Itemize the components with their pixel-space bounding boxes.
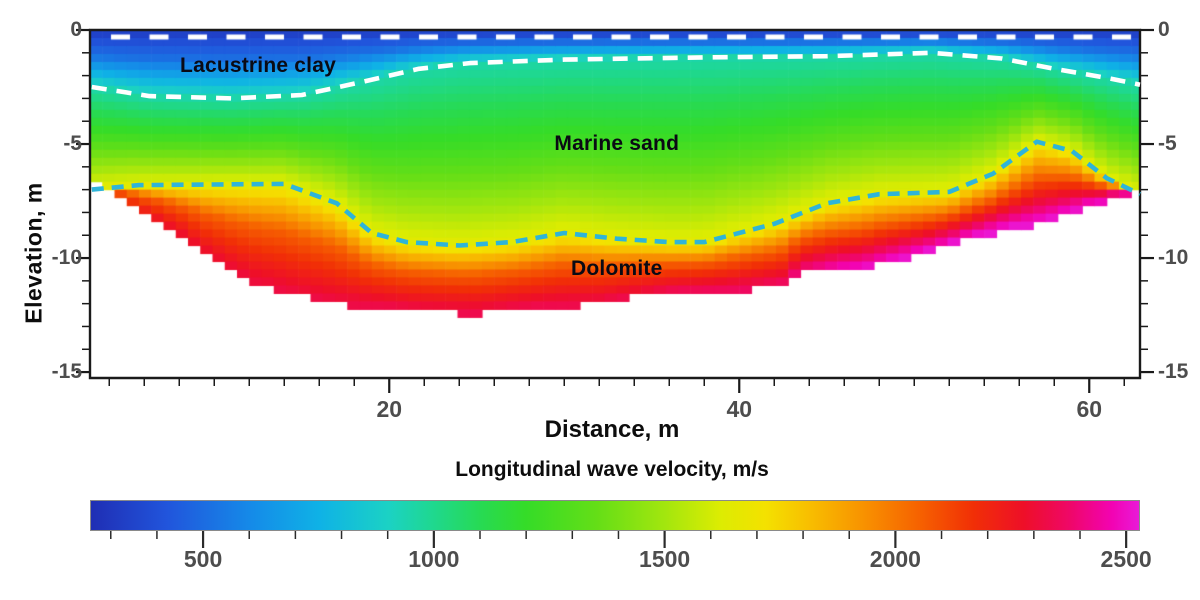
x-axis-tick-label: 60 [1076,396,1103,422]
y-axis-tick-label-left: -15 [51,360,82,384]
layer-label-marine-sand: Marine sand [554,132,680,156]
y-axis-tick-label-right: 0 [1158,18,1170,41]
colorbar-tick-label: 2000 [869,546,921,572]
y-axis-tick-label-left: 0 [70,18,82,41]
x-axis-tick-label: 40 [726,396,753,422]
y-axis-tick-label-left: -5 [63,132,82,156]
colorbar-tick-label: 1000 [408,546,460,572]
x-axis-tick-label: 20 [376,396,403,422]
colorbar-tick-label: 500 [183,546,223,572]
velocity-colorbar [90,500,1140,531]
layer-label-dolomite: Dolomite [571,257,663,281]
colorbar-tick-label: 1500 [639,546,691,572]
colorbar-tick-label: 2500 [1100,546,1152,572]
velocity-heatmap [91,31,1139,377]
y-axis-title: Elevation, m [20,182,47,324]
y-axis-tick-label-right: -15 [1158,360,1189,384]
x-axis-title: Distance, m [544,416,680,443]
y-axis-tick-label-right: -5 [1158,132,1177,156]
y-axis-tick-label-right: -10 [1158,246,1189,270]
y-axis-tick-label-left: -10 [51,246,82,270]
layer-label-lacustrine-clay: Lacustrine clay [180,54,336,78]
colorbar-title: Longitudinal wave velocity, m/s [455,458,769,481]
